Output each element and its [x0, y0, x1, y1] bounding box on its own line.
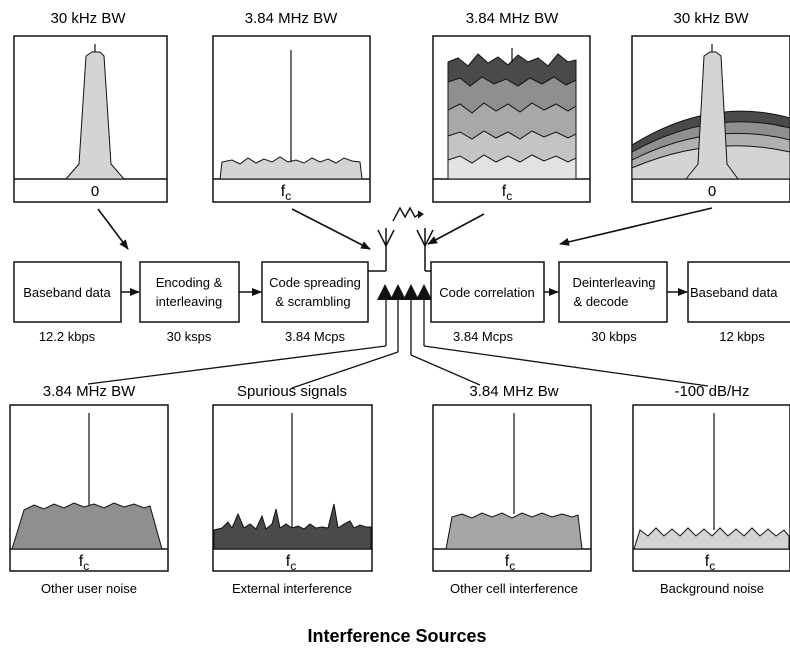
narrow-band-signal	[684, 51, 739, 180]
panel-caption: External interference	[232, 581, 352, 596]
freq-label: 0	[91, 183, 99, 200]
radio-link-icon	[392, 206, 422, 222]
spectrum-title: 3.84 MHz BW	[466, 10, 559, 27]
panel-caption: Other user noise	[41, 581, 137, 596]
panel-caption: Other cell interference	[450, 581, 578, 596]
chain-label: & scrambling	[275, 294, 350, 309]
freq-label: 0	[708, 183, 716, 200]
chain-box-encoding	[139, 261, 240, 323]
bottom-spectrum-2: Spurious signals fc External interferenc…	[212, 383, 373, 596]
antenna-pair	[377, 206, 434, 262]
chain-label: Deinterleaving	[572, 275, 655, 290]
top-arrows	[97, 207, 713, 250]
chain-rate: 3.84 Mcps	[285, 329, 345, 344]
top-spectrum-4: 30 kHz BW 0	[631, 10, 790, 203]
top-spectrum-3: 3.84 MHz BW fc	[432, 10, 591, 203]
spectrum-title: 3.84 MHz Bw	[469, 383, 558, 400]
freq-label: fc	[505, 553, 515, 573]
chain-box-correlation	[430, 261, 545, 323]
flat-noise-floor	[219, 156, 363, 180]
chain-rate: 12 kbps	[719, 329, 765, 344]
spectrum-title: Spurious signals	[237, 383, 347, 400]
interference-lines	[87, 300, 709, 389]
top-spectrum-1: 30 kHz BW 0	[13, 10, 168, 203]
low-noise-floor	[633, 527, 790, 550]
chain-label: Encoding &	[156, 275, 223, 290]
spectrum-title: 30 kHz BW	[50, 10, 126, 27]
spectrum-title: -100 dB/Hz	[674, 383, 749, 400]
chain-label: Baseband data	[23, 285, 111, 300]
chain-rate: 30 kbps	[591, 329, 637, 344]
freq-label: fc	[281, 183, 291, 203]
chain-label: interleaving	[156, 294, 223, 309]
flat-noise-band	[11, 502, 163, 550]
bottom-spectrum-1: 3.84 MHz BW fc Other user noise	[9, 383, 169, 596]
chain-box-spreading	[261, 261, 369, 323]
figure-title: Interference Sources	[307, 626, 486, 646]
chain-label: Code correlation	[439, 285, 534, 300]
processing-chain: Baseband data 12.2 kbps Encoding & inter…	[13, 261, 790, 344]
chain-rate: 30 ksps	[167, 329, 212, 344]
freq-label: fc	[79, 553, 89, 573]
chain-box-baseband-data	[13, 261, 122, 323]
bottom-spectrum-3: 3.84 MHz Bw fc Other cell interference	[432, 383, 592, 596]
channel-triangles	[377, 284, 432, 300]
chain-box-baseband-data-out	[687, 261, 790, 323]
freq-label: fc	[286, 553, 296, 573]
spectrum-title: 3.84 MHz BW	[43, 383, 136, 400]
spectrum-title: 30 kHz BW	[673, 10, 749, 27]
flat-noise-band	[445, 512, 583, 550]
stacked-layer-1	[447, 154, 577, 180]
chain-label: Code spreading	[269, 275, 361, 290]
bottom-spectrum-4: -100 dB/Hz fc Background noise	[632, 383, 790, 596]
top-spectrum-2: 3.84 MHz BW fc	[212, 10, 371, 203]
freq-label: fc	[502, 183, 512, 203]
freq-label: fc	[705, 553, 715, 573]
chain-label: Baseband data	[690, 285, 778, 300]
chain-rate: 3.84 Mcps	[453, 329, 513, 344]
spurious-signals	[213, 503, 372, 550]
narrow-band-signal	[64, 51, 126, 180]
spectrum-title: 3.84 MHz BW	[245, 10, 338, 27]
chain-label: & decode	[574, 294, 629, 309]
chain-rate: 12.2 kbps	[39, 329, 96, 344]
chain-box-deinterleaving	[558, 261, 668, 323]
panel-caption: Background noise	[660, 581, 764, 596]
